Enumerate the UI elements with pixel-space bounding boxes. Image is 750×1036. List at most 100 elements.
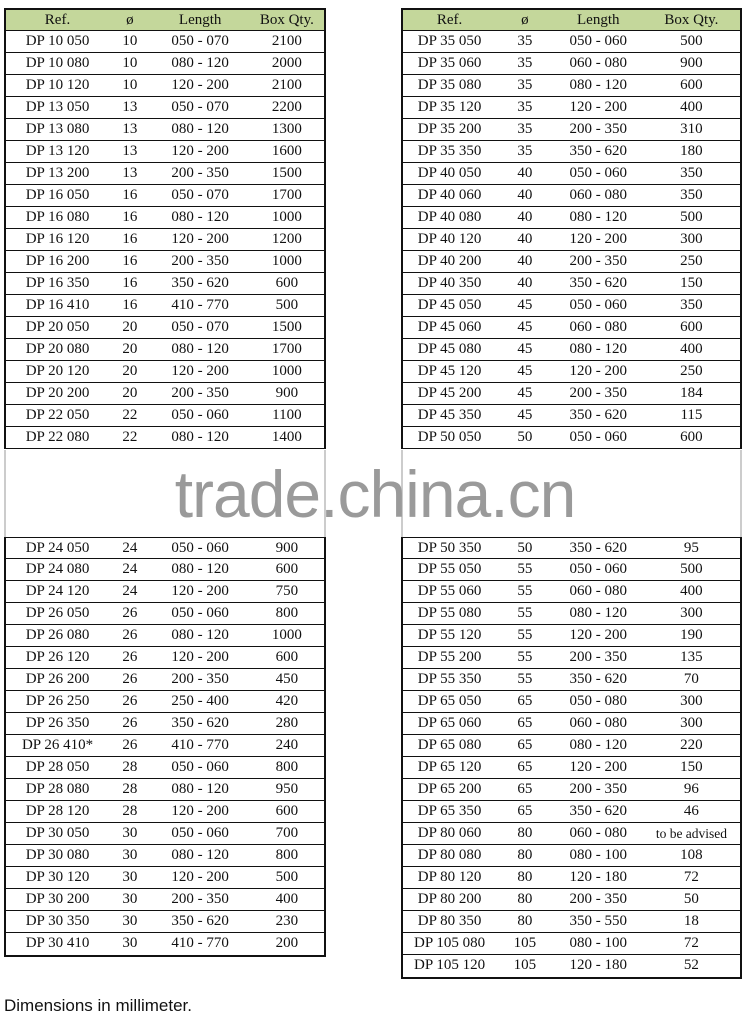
cell-ref: DP 16 080 <box>25 209 90 225</box>
header-length: Length <box>577 12 620 28</box>
cell-ref: DP 65 080 <box>417 737 482 753</box>
cell-length: 120 - 180 <box>569 869 628 885</box>
cell-box-qty: 500 <box>680 209 703 225</box>
left-table-bottom: DP 24 050 24 050 - 060 900 DP 24 080 24 080 - … <box>4 537 326 957</box>
cell-ref: DP 24 120 <box>25 583 90 599</box>
cell-diameter: 55 <box>517 627 533 643</box>
table-row: DP 28 050 28 050 - 060 800 <box>6 757 324 779</box>
cell-length: 080 - 120 <box>569 605 628 621</box>
cell-ref: DP 35 350 <box>417 143 482 159</box>
cell-box-qty: 600 <box>275 561 299 577</box>
cell-length: 200 - 350 <box>569 121 628 137</box>
cell-box-qty: 1000 <box>271 209 302 225</box>
cell-ref: DP 65 200 <box>417 781 482 797</box>
cell-diameter: 65 <box>517 715 533 731</box>
cell-ref: DP 50 050 <box>417 429 482 445</box>
cell-length: 120 - 200 <box>171 77 229 93</box>
header-box-qty: Box Qty. <box>664 12 719 28</box>
cell-length: 050 - 060 <box>569 297 628 313</box>
cell-diameter: 50 <box>517 429 533 445</box>
cell-box-qty: 700 <box>275 825 299 841</box>
cell-length: 050 - 060 <box>569 561 628 577</box>
table-row: DP 30 050 30 050 - 060 700 <box>6 823 324 845</box>
cell-box-qty: 108 <box>680 847 703 863</box>
table-row: DP 80 350 80 350 - 550 18 <box>403 911 740 933</box>
cell-diameter: 55 <box>517 583 533 599</box>
cell-length: 120 - 200 <box>171 231 229 247</box>
table-row: DP 55 080 55 080 - 120 300 <box>403 603 740 625</box>
header-ref: Ref. <box>436 12 463 28</box>
cell-length: 050 - 060 <box>171 759 229 775</box>
cell-length: 080 - 120 <box>171 781 229 797</box>
table-row: DP 26 050 26 050 - 060 800 <box>6 603 324 625</box>
header-diameter: ø <box>521 12 529 28</box>
cell-ref: DP 65 050 <box>417 693 482 709</box>
cell-length: 080 - 120 <box>171 847 229 863</box>
cell-box-qty: 2100 <box>271 77 302 93</box>
cell-ref: DP 35 120 <box>417 99 482 115</box>
table-row: DP 80 200 80 200 - 350 50 <box>403 889 740 911</box>
cell-ref: DP 30 120 <box>25 869 90 885</box>
cell-ref: DP 16 410 <box>25 297 90 313</box>
cell-box-qty: 300 <box>680 231 703 247</box>
cell-ref: DP 24 050 <box>25 540 90 556</box>
cell-ref: DP 13 200 <box>25 165 90 181</box>
table-row: DP 16 410 16 410 - 770 500 <box>6 295 324 317</box>
cell-length: 060 - 080 <box>569 319 628 335</box>
cell-box-qty: 190 <box>680 627 703 643</box>
cell-diameter: 20 <box>122 341 138 357</box>
table-row: DP 13 200 13 200 - 350 1500 <box>6 163 324 185</box>
header-box-qty: Box Qty. <box>259 12 314 28</box>
cell-diameter: 45 <box>517 407 533 423</box>
cell-box-qty: 500 <box>680 561 703 577</box>
cell-diameter: 30 <box>122 825 138 841</box>
cell-length: 060 - 080 <box>569 583 628 599</box>
cell-box-qty: 500 <box>275 297 299 313</box>
cell-box-qty: 450 <box>275 671 299 687</box>
cell-length: 050 - 060 <box>569 429 628 445</box>
dimensions-note: Dimensions in millimeter. <box>4 996 192 1015</box>
cell-length: 060 - 080 <box>569 715 628 731</box>
table-row: DP 55 050 55 050 - 060 500 <box>403 559 740 581</box>
cell-diameter: 26 <box>122 671 138 687</box>
table-row: DP 65 350 65 350 - 620 46 <box>403 801 740 823</box>
cell-length: 120 - 200 <box>569 759 628 775</box>
table-header: Ref. ø Length Box Qty. <box>6 8 324 31</box>
cell-ref: DP 10 120 <box>25 77 90 93</box>
cell-diameter: 24 <box>122 583 138 599</box>
cell-box-qty: 900 <box>275 540 299 556</box>
table-row: DP 80 120 80 120 - 180 72 <box>403 867 740 889</box>
cell-diameter: 40 <box>517 165 533 181</box>
cell-box-qty: 1700 <box>271 341 302 357</box>
cell-length: 050 - 060 <box>171 605 229 621</box>
cell-box-qty: 72 <box>683 935 699 951</box>
table-row: DP 40 200 40 200 - 350 250 <box>403 251 740 273</box>
cell-diameter: 55 <box>517 671 533 687</box>
cell-diameter: 30 <box>122 935 138 951</box>
cell-box-qty: 600 <box>275 275 299 291</box>
cell-diameter: 55 <box>517 649 533 665</box>
cell-box-qty: 52 <box>683 957 699 973</box>
cell-box-qty: 18 <box>683 913 699 929</box>
cell-diameter: 80 <box>517 913 533 929</box>
table-row: DP 16 120 16 120 - 200 1200 <box>6 229 324 251</box>
cell-length: 080 - 120 <box>171 627 229 643</box>
cell-diameter: 13 <box>122 165 138 181</box>
cell-ref: DP 40 350 <box>417 275 482 291</box>
cell-diameter: 65 <box>517 737 533 753</box>
table-row: DP 50 050 50 050 - 060 600 <box>403 427 740 449</box>
cell-box-qty: 1000 <box>271 627 302 643</box>
table-row: DP 10 050 10 050 - 070 2100 <box>6 31 324 53</box>
cell-ref: DP 55 060 <box>417 583 482 599</box>
table-row: DP 16 050 16 050 - 070 1700 <box>6 185 324 207</box>
left-table-gap <box>4 450 326 538</box>
cell-length: 350 - 620 <box>569 275 628 291</box>
table-row: DP 35 120 35 120 - 200 400 <box>403 97 740 119</box>
cell-length: 200 - 350 <box>569 649 628 665</box>
cell-diameter: 55 <box>517 561 533 577</box>
cell-diameter: 50 <box>517 540 533 556</box>
cell-diameter: 45 <box>517 297 533 313</box>
table-row: DP 65 120 65 120 - 200 150 <box>403 757 740 779</box>
cell-ref: DP 55 200 <box>417 649 482 665</box>
cell-length: 050 - 060 <box>171 407 229 423</box>
